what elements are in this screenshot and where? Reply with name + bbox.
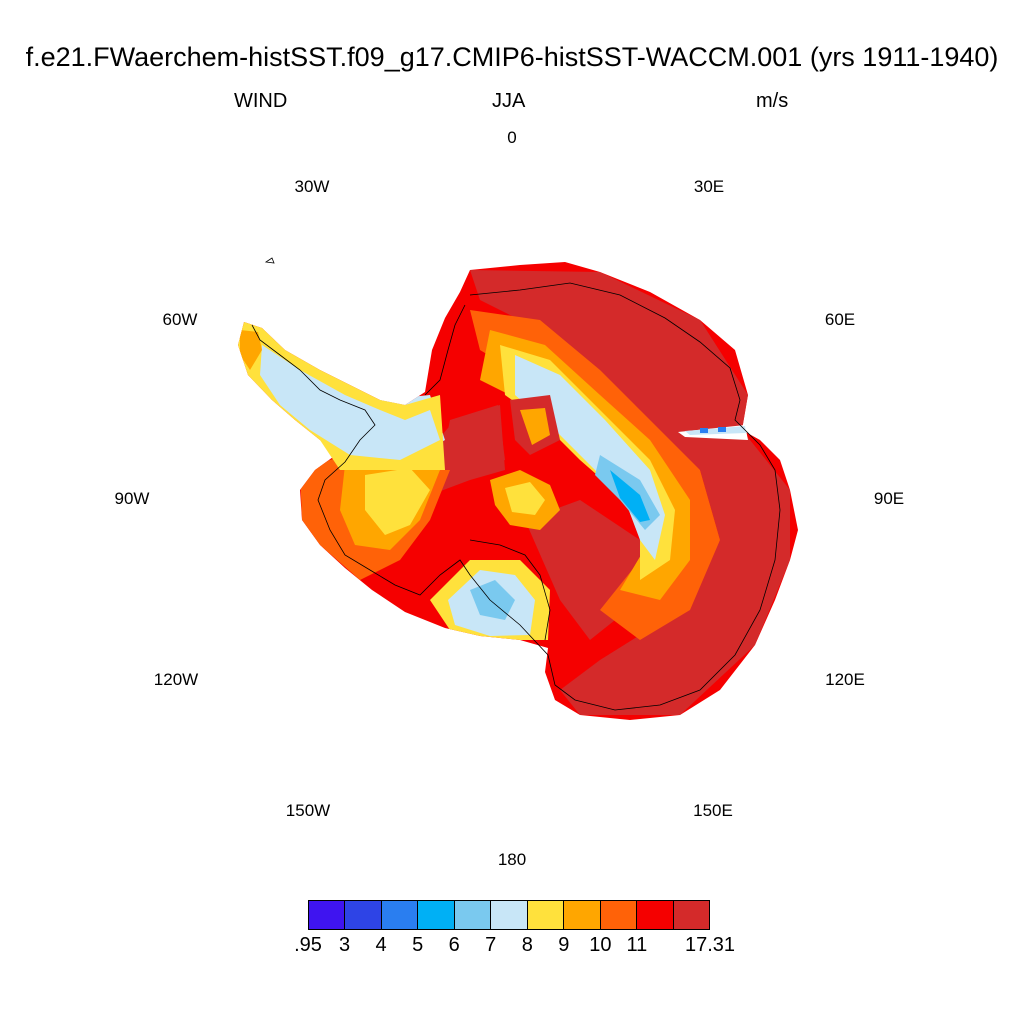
colorbar-swatch — [345, 900, 382, 930]
colorbar-tick-label: 17.31 — [684, 934, 736, 956]
variable-label: WIND — [234, 90, 288, 112]
wind-speed-field — [238, 262, 798, 720]
lon-label-30e: 30E — [694, 177, 724, 196]
colorbar-tick-label: 5 — [412, 934, 424, 956]
colorbar-tick-label: 11 — [626, 934, 648, 956]
coastline-weddell — [424, 304, 466, 396]
colorbar-tick-label: 9 — [558, 934, 570, 956]
colorbar-swatch — [491, 900, 528, 930]
peninsula-light-blue — [260, 345, 440, 460]
colorbar-tick-label: 8 — [521, 934, 533, 956]
lon-label-120w: 120W — [154, 670, 198, 689]
colorbar-tick-label: 7 — [485, 934, 497, 956]
colorbar — [308, 900, 710, 930]
colorbar-swatch — [381, 900, 419, 930]
streak-cell-2 — [718, 427, 726, 432]
colorbar-tick-label: 10 — [589, 934, 612, 956]
wind-lobe-center-north-inner — [520, 408, 550, 445]
lon-label-60w: 60W — [163, 310, 198, 329]
wind-band-west-inner — [365, 468, 430, 535]
lon-label-90e: 90E — [874, 489, 904, 508]
colorbar-tick-label: 6 — [448, 934, 460, 956]
wind-band-ross-inner — [470, 580, 515, 620]
colorbar-tick-label: 4 — [375, 934, 387, 956]
colorbar-tick-label: .95 — [294, 934, 322, 956]
colorbar-swatch — [454, 900, 492, 930]
lon-label-180: 180 — [498, 850, 526, 869]
lon-label-60e: 60E — [825, 310, 855, 329]
colorbar-swatch — [673, 900, 710, 930]
wind-band-5-6 — [610, 470, 650, 522]
data-gap-streak — [678, 425, 748, 440]
colorbar-swatch — [527, 900, 565, 930]
lon-label-150w: 150W — [286, 801, 330, 820]
colorbar-swatch — [600, 900, 638, 930]
peninsula-tip — [240, 330, 262, 370]
colorbar-swatch — [564, 900, 601, 930]
coastline-ross — [469, 539, 551, 641]
lon-label-120e: 120E — [825, 670, 865, 689]
colorbar-tick-label: 3 — [338, 934, 351, 956]
plot-title: f.e21.FWaerchem-histSST.f09_g17.CMIP6-hi… — [25, 42, 999, 72]
lon-label-150e: 150E — [693, 801, 733, 820]
coastline — [251, 257, 781, 711]
units-label: m/s — [756, 90, 789, 112]
island-outline — [264, 257, 275, 264]
lon-label-90w: 90W — [115, 489, 150, 508]
colorbar-swatch — [637, 900, 674, 930]
peninsula-field — [238, 322, 445, 470]
coastline-main — [251, 282, 781, 711]
colorbar-swatch — [308, 900, 346, 930]
wind-center-core — [505, 482, 545, 515]
wind-lobe-center-west — [440, 405, 505, 470]
season-label: JJA — [492, 90, 526, 112]
colorbar-swatch — [418, 900, 455, 930]
lon-label-0: 0 — [507, 128, 516, 147]
wind-band-strong-east — [470, 270, 790, 715]
lon-label-30w: 30W — [295, 177, 330, 196]
streak-cell-1 — [700, 428, 708, 433]
